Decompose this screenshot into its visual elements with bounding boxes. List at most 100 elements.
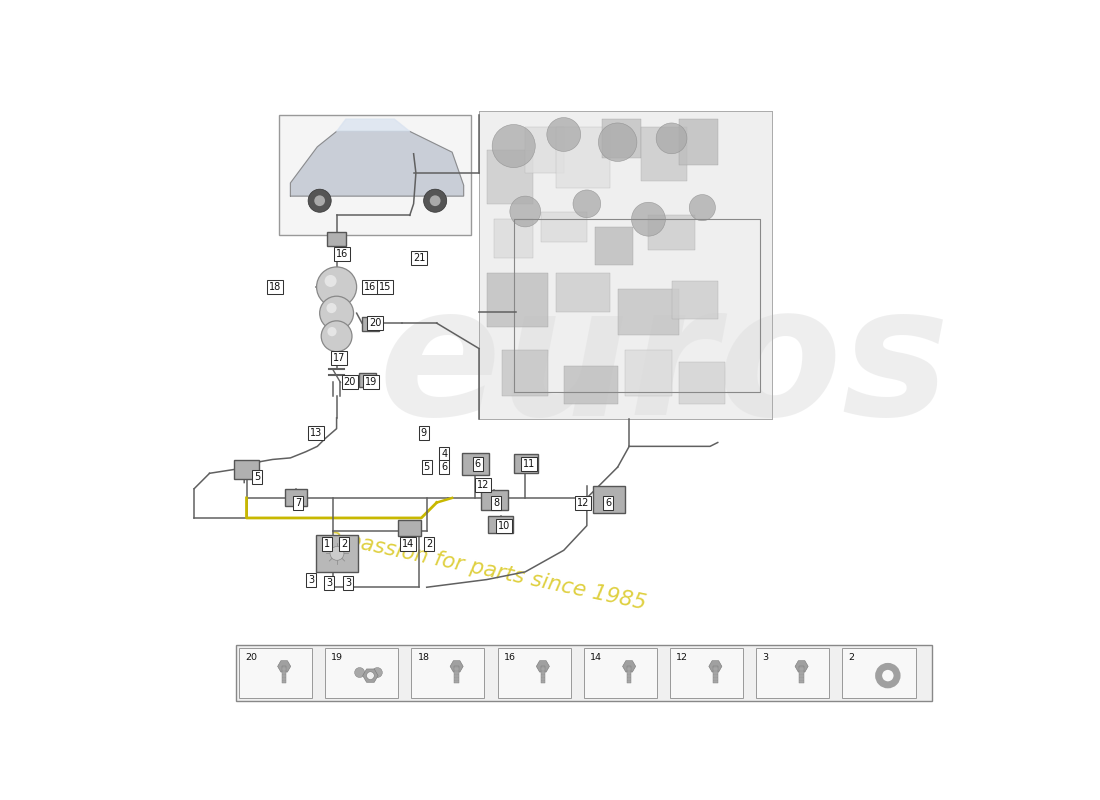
Circle shape: [510, 196, 541, 227]
Polygon shape: [337, 119, 409, 131]
Circle shape: [330, 546, 344, 560]
Circle shape: [547, 118, 581, 151]
Circle shape: [372, 667, 383, 678]
Circle shape: [631, 202, 666, 236]
Polygon shape: [795, 661, 808, 672]
Bar: [618, 289, 680, 334]
Bar: [285, 489, 307, 506]
Text: 20: 20: [368, 318, 382, 328]
Text: 3: 3: [762, 653, 769, 662]
Text: 18: 18: [268, 282, 282, 292]
Text: 10: 10: [497, 521, 509, 530]
Text: 12: 12: [576, 498, 590, 507]
Circle shape: [366, 672, 374, 679]
Bar: [626, 350, 671, 396]
Bar: [556, 126, 609, 188]
Text: 6: 6: [605, 498, 612, 507]
Circle shape: [321, 321, 352, 352]
Bar: [282, 666, 286, 683]
Text: 16: 16: [336, 249, 348, 259]
Polygon shape: [623, 661, 636, 672]
Text: 7: 7: [295, 498, 301, 507]
Bar: [454, 666, 459, 683]
Circle shape: [492, 125, 536, 168]
Text: 6: 6: [474, 459, 481, 469]
Bar: [398, 519, 421, 537]
Bar: [680, 119, 717, 166]
Bar: [486, 273, 548, 327]
Bar: [556, 273, 609, 312]
Text: 2: 2: [341, 539, 348, 549]
Text: 12: 12: [476, 480, 490, 490]
Bar: [326, 648, 398, 698]
Text: 3: 3: [326, 578, 332, 588]
Circle shape: [324, 275, 337, 287]
Text: 19: 19: [365, 378, 377, 387]
Bar: [680, 362, 726, 404]
Text: 13: 13: [310, 428, 322, 438]
Text: 12: 12: [676, 653, 689, 662]
Bar: [843, 648, 915, 698]
Text: 9: 9: [420, 428, 427, 438]
Circle shape: [430, 195, 440, 206]
Bar: [800, 666, 804, 683]
Circle shape: [424, 189, 447, 212]
Bar: [486, 150, 532, 204]
Bar: [603, 119, 640, 158]
Text: 4: 4: [441, 449, 448, 459]
Circle shape: [315, 195, 326, 206]
Bar: [640, 126, 686, 181]
Bar: [593, 486, 625, 514]
Bar: [541, 211, 587, 242]
Text: 1: 1: [323, 539, 330, 549]
Bar: [757, 648, 829, 698]
Bar: [594, 227, 634, 266]
Text: 3: 3: [308, 574, 315, 585]
Bar: [279, 115, 472, 234]
Text: 2: 2: [426, 539, 432, 549]
Bar: [649, 215, 695, 250]
Bar: [671, 281, 717, 319]
Text: 14: 14: [590, 653, 602, 662]
Text: 20: 20: [245, 653, 257, 662]
Text: 15: 15: [378, 282, 392, 292]
Bar: [239, 648, 312, 698]
Bar: [495, 219, 534, 258]
Bar: [481, 490, 507, 510]
Bar: [235, 645, 932, 702]
Bar: [670, 648, 744, 698]
Circle shape: [690, 194, 715, 221]
Bar: [502, 350, 548, 396]
Circle shape: [320, 296, 353, 330]
Bar: [328, 232, 345, 246]
Text: 11: 11: [522, 459, 536, 469]
Bar: [713, 666, 717, 683]
Bar: [462, 454, 490, 475]
Bar: [234, 460, 258, 479]
Text: 14: 14: [403, 539, 415, 549]
Circle shape: [598, 123, 637, 162]
Text: 5: 5: [254, 472, 261, 482]
Text: 6: 6: [441, 462, 448, 472]
Text: 16: 16: [364, 282, 376, 292]
Bar: [540, 666, 546, 683]
Bar: [359, 373, 376, 387]
Bar: [411, 648, 484, 698]
Text: 16: 16: [504, 653, 516, 662]
Polygon shape: [708, 661, 722, 672]
Bar: [526, 127, 563, 173]
Text: 20: 20: [343, 378, 356, 387]
Bar: [563, 366, 618, 404]
Circle shape: [327, 303, 337, 313]
Circle shape: [573, 190, 601, 218]
Bar: [514, 454, 538, 474]
Polygon shape: [537, 661, 549, 672]
Text: a passion for parts since 1985: a passion for parts since 1985: [326, 526, 648, 613]
Text: 3: 3: [345, 578, 351, 588]
Text: 18: 18: [418, 653, 429, 662]
Text: 19: 19: [331, 653, 343, 662]
Text: euros: euros: [378, 278, 949, 454]
Text: 2: 2: [849, 653, 855, 662]
Bar: [584, 648, 657, 698]
Text: 17: 17: [332, 353, 345, 363]
